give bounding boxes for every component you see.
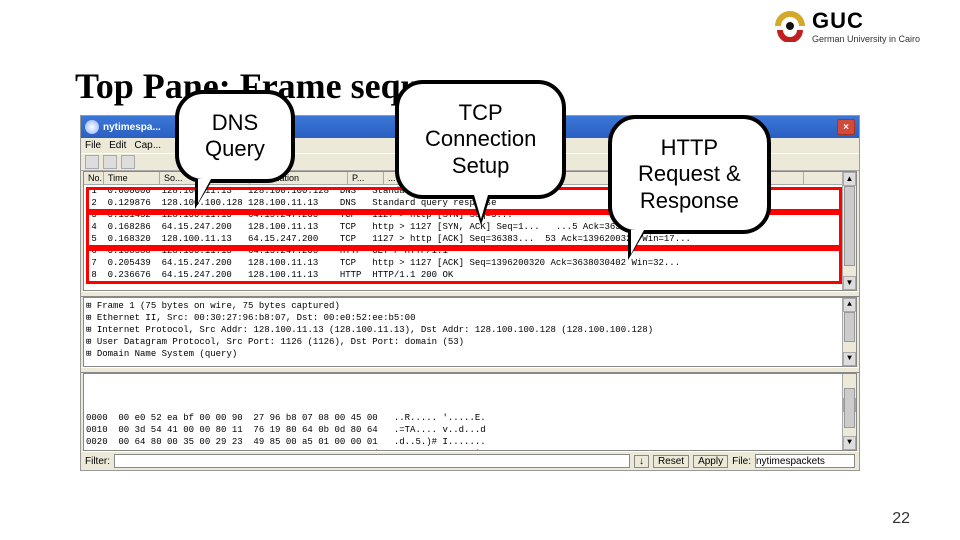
guc-logo: GUC German University in Cairo [774, 8, 920, 44]
titlebar-left: nytimespa... [85, 120, 161, 134]
logo-mark [774, 10, 806, 42]
scroll-down-icon[interactable]: ▼ [843, 352, 856, 366]
scroll-thumb[interactable] [844, 186, 855, 266]
menu-capture[interactable]: Cap... [134, 140, 161, 151]
filter-bar: Filter: ↓ Reset Apply File: [81, 451, 859, 470]
scrollbar[interactable]: ▲ ▼ [842, 298, 856, 366]
callout-text: HTTPRequest &Response [608, 115, 771, 234]
hex-line: 0000 00 e0 52 ea bf 00 00 90 27 96 b8 07… [86, 412, 854, 424]
close-icon: × [843, 122, 849, 133]
packet-detail-pane[interactable]: ▲ ▼ ⊞ Frame 1 (75 bytes on wire, 75 byte… [83, 297, 857, 367]
slide-number: 22 [892, 510, 910, 528]
toolbar-icon[interactable] [103, 155, 117, 169]
hex-line: 0020 00 64 80 00 35 00 29 23 49 85 00 a5… [86, 436, 854, 448]
table-row[interactable]: 6 0.168588 128.100.11.13 64.15.247.200 H… [84, 245, 856, 257]
app-icon [85, 120, 99, 134]
scroll-down-icon[interactable]: ▼ [843, 436, 856, 450]
scrollbar[interactable]: ▲ ▼ [842, 374, 856, 450]
table-row[interactable]: 7 0.205439 64.15.247.200 128.100.11.13 T… [84, 257, 856, 269]
hex-line: 0010 00 3d 54 41 00 00 80 11 76 19 80 64… [86, 424, 854, 436]
scroll-up-icon[interactable]: ▲ [843, 298, 856, 312]
scroll-thumb[interactable] [844, 312, 855, 342]
table-row[interactable]: 8 0.236676 64.15.247.200 128.100.11.13 H… [84, 269, 856, 281]
callout-text: TCPConnectionSetup [395, 80, 566, 199]
detail-line[interactable]: ⊞ Internet Protocol, Src Addr: 128.100.1… [86, 324, 854, 336]
scroll-down-icon[interactable]: ▼ [843, 276, 856, 290]
scroll-thumb[interactable] [844, 388, 855, 428]
filter-reset[interactable]: Reset [653, 455, 689, 468]
scroll-up-icon[interactable]: ▲ [843, 172, 856, 186]
detail-line[interactable]: ⊞ Frame 1 (75 bytes on wire, 75 bytes ca… [86, 300, 854, 312]
callout-text: DNSQuery [175, 90, 295, 183]
callout-tail [471, 195, 491, 225]
scrollbar[interactable]: ▲ ▼ [842, 172, 856, 290]
menu-file[interactable]: File [85, 140, 101, 151]
packet-hex-pane[interactable]: ▲ ▼ 0000 00 e0 52 ea bf 00 00 90 27 96 b… [83, 373, 857, 451]
col-no[interactable]: No. [84, 172, 104, 184]
callout: DNSQuery [175, 90, 295, 183]
file-label: File: [732, 456, 751, 467]
window-title: nytimespa... [103, 122, 161, 133]
table-row[interactable]: 5 0.168320 128.100.11.13 64.15.247.200 T… [84, 233, 856, 245]
filter-input[interactable] [114, 454, 630, 468]
close-button[interactable]: × [837, 119, 855, 135]
file-field[interactable] [755, 454, 855, 468]
filter-apply[interactable]: Apply [693, 455, 728, 468]
col-prot[interactable]: P... [348, 172, 384, 184]
logo-sub: German University in Cairo [812, 34, 920, 44]
callout-tail [195, 179, 213, 209]
callout-tail [628, 230, 646, 260]
logo-main: GUC [812, 8, 920, 34]
col-time[interactable]: Time [104, 172, 160, 184]
hex-line: 0030 00 00 00 00 00 00 03 77 77 77 07 6e… [86, 448, 854, 451]
menu-edit[interactable]: Edit [109, 140, 126, 151]
detail-line[interactable]: ⊞ Domain Name System (query) [86, 348, 854, 360]
filter-label: Filter: [85, 456, 110, 467]
detail-line[interactable]: ⊞ Ethernet II, Src: 00:30:27:96:b8:07, D… [86, 312, 854, 324]
toolbar-icon[interactable] [85, 155, 99, 169]
callout: TCPConnectionSetup [395, 80, 566, 199]
filter-dropdown[interactable]: ↓ [634, 455, 649, 468]
detail-line[interactable]: ⊞ User Datagram Protocol, Src Port: 1126… [86, 336, 854, 348]
toolbar-icon[interactable] [121, 155, 135, 169]
logo-text: GUC German University in Cairo [812, 8, 920, 44]
callout: HTTPRequest &Response [608, 115, 771, 234]
